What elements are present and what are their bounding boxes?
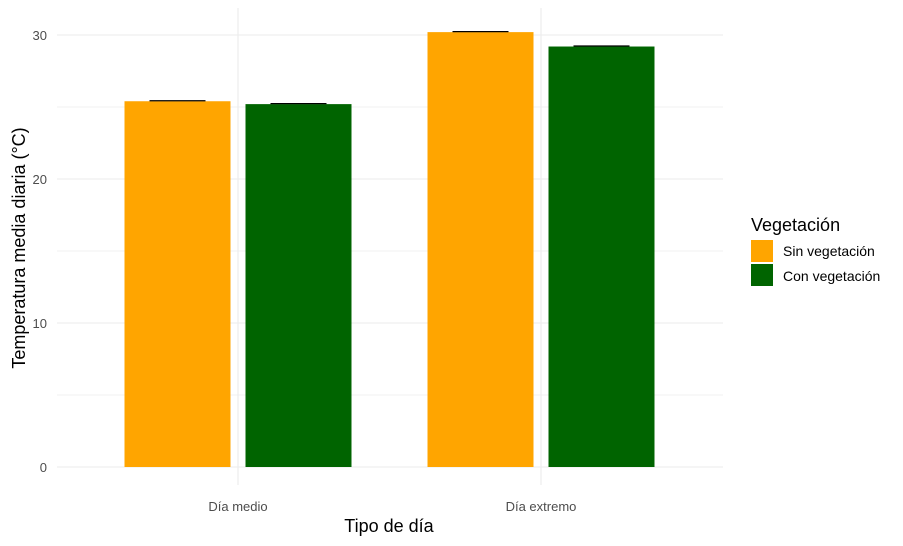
y-tick-label: 0 [40,460,47,475]
error-bars [149,31,630,105]
legend-title: Vegetación [751,215,840,235]
legend-swatch-con-vegetacion [751,264,773,286]
x-axis-title: Tipo de día [344,516,434,536]
y-axis-title: Temperatura media diaria (°C) [9,127,29,368]
x-tick-label: Día extremo [506,499,577,514]
bar [548,46,655,468]
y-tick-label: 20 [33,172,47,187]
x-axis-ticks: Día medio Día extremo [208,499,576,514]
y-tick-label: 30 [33,28,47,43]
legend-label-sin-vegetacion: Sin vegetación [783,243,875,259]
legend-swatch-sin-vegetacion [751,240,773,262]
bar [427,32,534,468]
bars [124,32,655,468]
bar [245,104,352,468]
x-tick-label: Día medio [208,499,267,514]
y-axis-ticks: 0 10 20 30 [33,28,47,475]
bar [124,101,231,468]
legend-label-con-vegetacion: Con vegetación [783,268,880,284]
y-tick-label: 10 [33,316,47,331]
legend: Vegetación Sin vegetación Con vegetación [751,215,880,286]
